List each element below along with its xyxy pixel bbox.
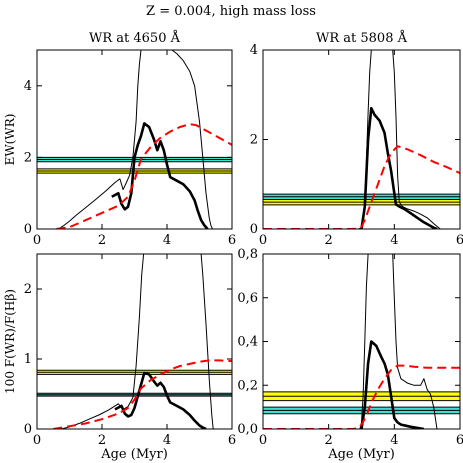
panel-2-xtick-label-2: 2: [325, 233, 333, 248]
panel-4-ytick-label-3: 0,4: [237, 335, 258, 350]
panel-1-xtick-label-4: 6: [228, 233, 236, 248]
panel-2-xtick-label-4: 6: [456, 233, 463, 248]
panel-1-xtick-label-1: 0: [33, 233, 41, 248]
panel-4-series-thin-2: [392, 254, 438, 429]
panel-3-ylabel: 100 F(WR)/F(Hβ): [3, 289, 17, 394]
panel-3-xtick-label-3: 4: [163, 433, 171, 448]
panel-2-xtick-label-3: 4: [390, 233, 398, 248]
panel-2-series-dash-4: [263, 145, 460, 229]
panel-3-ytick-label-1: 0: [24, 422, 32, 437]
panel-2-title: WR at 5808 Å: [316, 30, 408, 46]
panel-4-frame: [262, 253, 461, 430]
panel-1-ytick-label-1: 0: [24, 222, 32, 237]
figure-title: Z = 0.004, high mass loss: [146, 4, 316, 19]
panel-3-ytick-label-3: 2: [24, 282, 32, 297]
panel-3-xtick-label-4: 6: [228, 433, 236, 448]
panel-1-ylabel: EW(WR): [3, 114, 17, 166]
panel-4-xtick-label-1: 0: [259, 433, 267, 448]
panel-3-xtick-label-2: 2: [98, 433, 106, 448]
panel-1-xtick-label-2: 2: [98, 233, 106, 248]
panel-4-ytick-label-2: 0,2: [237, 378, 258, 393]
panel-1-series-dash-4: [56, 123, 232, 229]
panel-2-ytick-label-1: 0: [250, 222, 258, 237]
panel-4-ytick-label-1: 0,0: [237, 422, 258, 437]
panel-1-xtick-label-3: 4: [163, 233, 171, 248]
panel-1-series-thick-3: [111, 122, 209, 229]
panel-3-series-thick-3: [114, 371, 207, 429]
panel-2-ytick-label-2: 2: [250, 133, 258, 148]
panel-3-xtick-label-1: 0: [33, 433, 41, 448]
panel-2-xtick-label-1: 0: [259, 233, 267, 248]
panel-3-ytick-label-2: 1: [24, 352, 32, 367]
panel-4-series-thick-3: [360, 340, 425, 429]
panel-1-series-thin-1: [57, 50, 142, 229]
panel-4-xtick-label-2: 2: [325, 433, 333, 448]
panel-1-title: WR at 4650 Å: [89, 30, 181, 46]
panel-4-xtick-label-4: 6: [456, 433, 463, 448]
panel-1-ytick-label-2: 2: [24, 150, 32, 165]
panel-3-frame: [36, 253, 233, 430]
panel-4-xtick-label-3: 4: [390, 433, 398, 448]
panel-1-ytick-label-3: 4: [24, 79, 32, 94]
panel-3-xlabel: Age (Myr): [100, 447, 168, 462]
panel-3-series-dash-4: [53, 359, 232, 429]
panel-2-series-thin-2: [392, 50, 441, 229]
panel-4-xlabel: Age (Myr): [327, 447, 395, 462]
panel-2-ytick-label-3: 4: [250, 43, 258, 58]
panel-2-series-thick-3: [360, 106, 438, 229]
panel-3-series-thin-2: [200, 254, 214, 429]
panel-1-frame: [36, 49, 233, 230]
panel-1-series-thin-2: [171, 50, 213, 229]
panel-4-ytick-label-5: 0,8: [237, 247, 258, 262]
panel-4-ytick-label-4: 0,6: [237, 291, 258, 306]
